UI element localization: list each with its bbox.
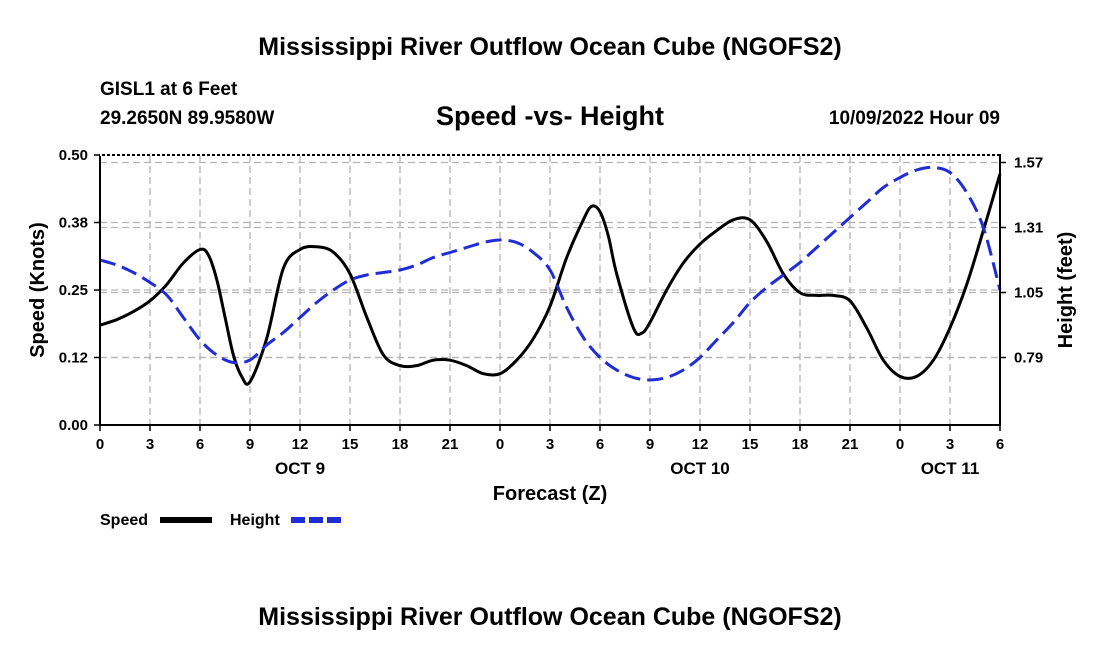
x-tick-label: 6 [996, 436, 1004, 453]
date-label: OCT 11 [921, 459, 980, 478]
chart-title-bottom: Mississippi River Outflow Ocean Cube (NG… [258, 603, 841, 631]
legend: Speed Height [100, 512, 343, 529]
x-tick-label: 21 [442, 436, 459, 453]
series-layer [99, 165, 1002, 386]
y2-tick-label: 1.05 [1014, 285, 1043, 302]
x-tick-label: 15 [742, 436, 759, 453]
x-tick-label: 18 [392, 436, 409, 453]
x-tick-label: 3 [946, 436, 954, 453]
chart-subtitle: Speed -vs- Height [436, 101, 664, 131]
y2-axis-label: Height (feet) [1055, 232, 1077, 349]
ticks-layer: 0 3 6 9 12 15 18 21 0 3 6 9 12 15 18 21 0 3 6 0.00 0.12 0.25 0… [59, 147, 1043, 478]
y-tick-label: 0.12 [59, 350, 88, 367]
y2-tick-label: 0.79 [1014, 350, 1043, 367]
x-tick-label: 9 [246, 436, 254, 453]
y2-tick-label: 1.57 [1014, 155, 1043, 172]
x-tick-label: 0 [96, 436, 104, 453]
x-tick-label: 6 [596, 436, 604, 453]
grid-layer [100, 155, 1000, 425]
x-axis-label: Forecast (Z) [493, 483, 607, 505]
x-tick-label: 18 [792, 436, 809, 453]
x-tick-label: 12 [692, 436, 709, 453]
legend-speed-label: Speed [100, 512, 148, 529]
y-tick-label: 0.25 [59, 282, 88, 299]
x-tick-label: 9 [646, 436, 654, 453]
station-coords: 29.2650N 89.9580W [100, 108, 274, 129]
x-tick-label: 15 [342, 436, 359, 453]
station-name: GISL1 at 6 Feet [100, 79, 238, 100]
x-tick-label: 3 [146, 436, 154, 453]
legend-height-label: Height [230, 512, 280, 529]
chart-title-top: Mississippi River Outflow Ocean Cube (NG… [258, 33, 841, 61]
forecast-datetime: 10/09/2022 Hour 09 [829, 108, 1000, 129]
speed-series-line [99, 173, 1002, 386]
x-tick-label: 12 [292, 436, 309, 453]
x-tick-label: 21 [842, 436, 859, 453]
date-label: OCT 10 [670, 459, 730, 478]
height-series-line [99, 165, 1002, 382]
x-tick-label: 0 [496, 436, 504, 453]
x-tick-label: 3 [546, 436, 554, 453]
y-tick-label: 0.38 [59, 215, 88, 232]
y2-tick-label: 1.31 [1014, 220, 1043, 237]
y-tick-label: 0.00 [59, 417, 88, 434]
y-axis-label: Speed (Knots) [27, 222, 49, 358]
y-tick-label: 0.50 [59, 147, 88, 164]
date-label: OCT 9 [275, 459, 325, 478]
x-tick-label: 0 [896, 436, 904, 453]
x-tick-label: 6 [196, 436, 204, 453]
